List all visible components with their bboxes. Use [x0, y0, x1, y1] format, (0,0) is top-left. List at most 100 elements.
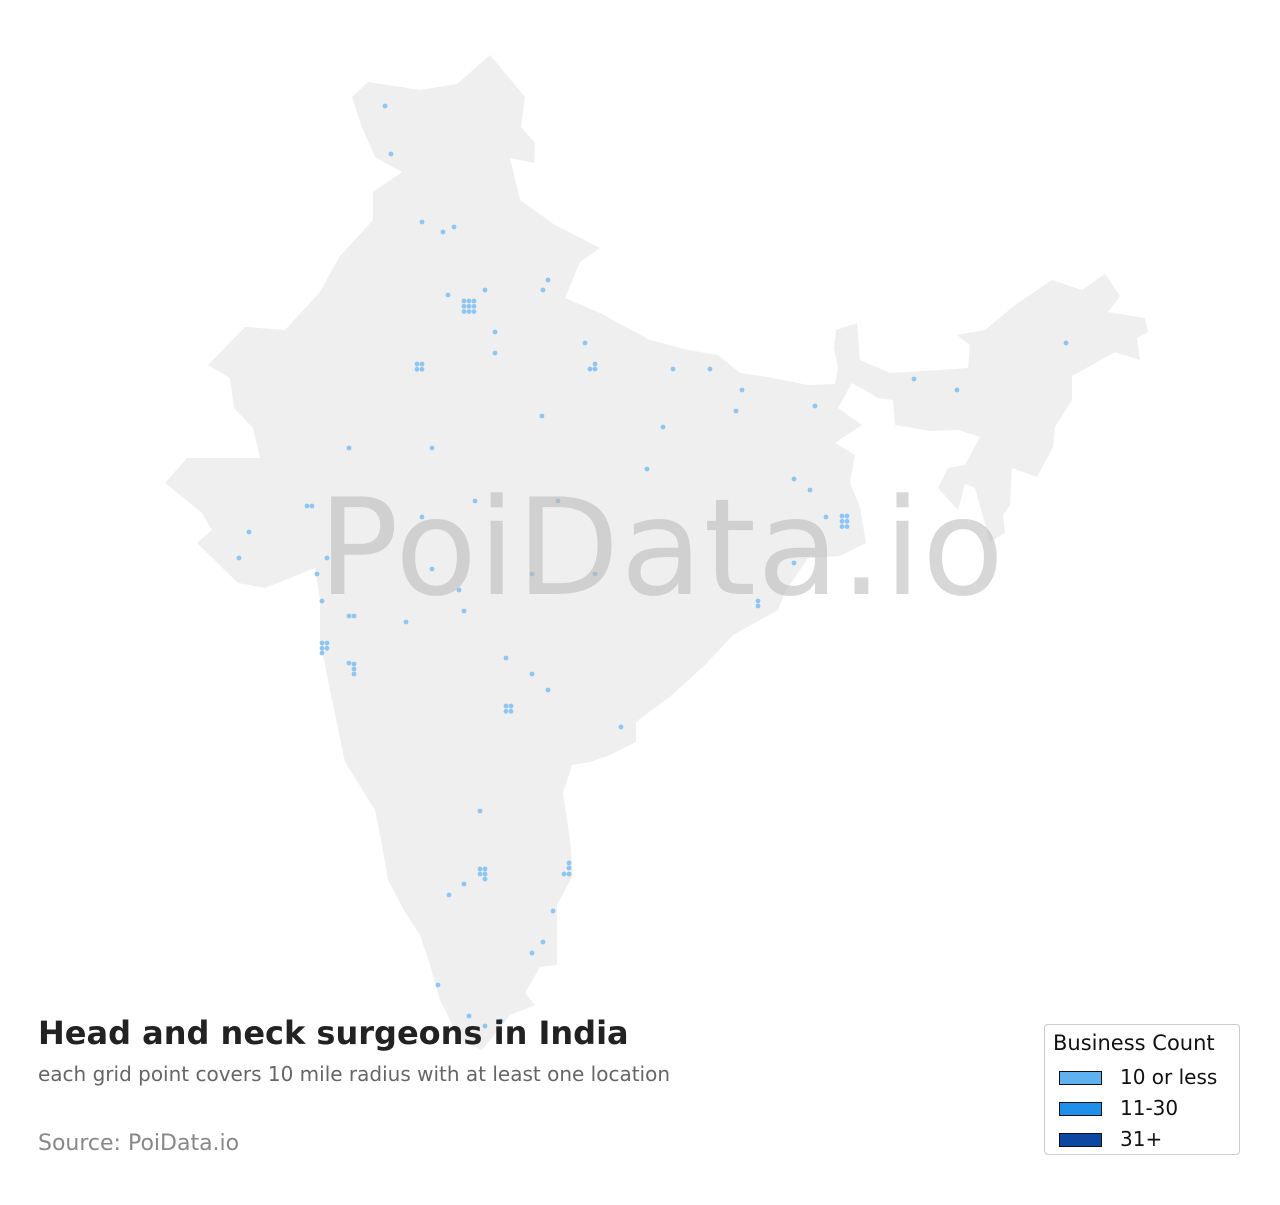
india-outline	[165, 55, 1148, 1050]
location-dot	[739, 387, 745, 393]
location-dot	[482, 876, 488, 882]
location-dot	[324, 555, 330, 561]
legend-swatch	[1059, 1133, 1102, 1147]
location-dot	[351, 671, 357, 677]
location-dot	[844, 518, 850, 524]
location-dot	[582, 340, 588, 346]
location-dot	[791, 476, 797, 482]
location-dot	[550, 908, 556, 914]
legend-label: 11-30	[1120, 1096, 1179, 1120]
location-dot	[812, 403, 818, 409]
location-dot	[1063, 340, 1069, 346]
location-dot	[503, 655, 509, 661]
location-dot	[545, 687, 551, 693]
location-dot	[844, 513, 850, 519]
location-dots	[236, 103, 1069, 1045]
location-dot	[309, 503, 315, 509]
location-dot	[707, 366, 713, 372]
location-dot	[670, 366, 676, 372]
location-dot	[461, 881, 467, 887]
location-dot	[466, 298, 472, 304]
location-dot	[346, 613, 352, 619]
location-dot	[419, 514, 425, 520]
location-dot	[498, 1018, 504, 1024]
location-dot	[587, 366, 593, 372]
location-dot	[382, 103, 388, 109]
legend-title: Business Count	[1053, 1031, 1215, 1055]
location-dot	[508, 703, 514, 709]
location-dot	[466, 309, 472, 314]
location-dot	[346, 445, 352, 451]
location-dot	[461, 309, 467, 314]
location-dot	[419, 219, 425, 225]
location-dot	[482, 871, 488, 877]
location-dot	[566, 865, 572, 871]
location-dot	[419, 361, 425, 367]
location-dot	[351, 613, 357, 619]
location-dot	[839, 524, 845, 529]
location-dot	[324, 640, 330, 646]
legend-label: 10 or less	[1120, 1065, 1218, 1089]
location-dot	[660, 424, 666, 430]
location-dot	[644, 466, 650, 472]
location-dot	[477, 866, 483, 872]
location-dot	[529, 671, 535, 677]
location-dot	[844, 524, 850, 529]
location-dot	[755, 603, 761, 609]
location-dot	[561, 871, 567, 877]
location-dot	[319, 650, 325, 656]
location-dot	[414, 366, 420, 372]
location-dot	[319, 640, 325, 646]
location-dot	[388, 151, 394, 157]
location-dot	[954, 387, 960, 393]
location-dot	[429, 445, 435, 451]
location-dot	[403, 619, 409, 625]
location-dot	[839, 513, 845, 519]
location-dot	[492, 350, 498, 356]
location-dot	[529, 950, 535, 956]
location-dot	[807, 487, 813, 493]
location-dot	[566, 860, 572, 866]
location-dot	[618, 724, 624, 730]
location-dot	[540, 287, 546, 293]
location-dot	[545, 277, 551, 283]
location-dot	[566, 871, 572, 877]
location-dot	[911, 376, 917, 382]
location-dot	[435, 982, 441, 988]
location-dot	[482, 866, 488, 872]
location-dot	[482, 287, 488, 293]
location-dot	[482, 1023, 488, 1029]
watermark: PoiData.io	[318, 470, 1006, 626]
location-dot	[503, 708, 509, 714]
location-dot	[414, 361, 420, 367]
legend-swatch	[1059, 1102, 1102, 1116]
location-dot	[461, 608, 467, 614]
location-dot	[555, 498, 561, 504]
location-dot	[839, 518, 845, 524]
location-dot	[445, 292, 451, 298]
location-dot	[529, 571, 535, 577]
location-dot	[319, 645, 325, 651]
location-dot	[791, 560, 797, 566]
location-dot	[471, 298, 477, 304]
location-dot	[429, 566, 435, 572]
location-dot	[466, 1013, 472, 1019]
location-dot	[539, 413, 545, 419]
location-dot	[472, 498, 478, 504]
map-title: Head and neck surgeons in India	[38, 1014, 629, 1052]
legend-label: 31+	[1120, 1127, 1163, 1151]
location-dot	[755, 598, 761, 604]
location-dot	[461, 303, 467, 309]
location-dot	[304, 503, 310, 509]
location-dot	[592, 366, 598, 372]
location-dot	[236, 555, 242, 561]
location-dot	[419, 366, 425, 372]
location-dot	[246, 529, 252, 535]
location-dot	[319, 598, 325, 604]
location-dot	[592, 571, 598, 577]
legend: Business Count 10 or less 11-30 31+	[1044, 1024, 1240, 1155]
location-dot	[446, 892, 452, 898]
source-credit: Source: PoiData.io	[38, 1131, 240, 1156]
legend-swatch	[1059, 1071, 1102, 1085]
